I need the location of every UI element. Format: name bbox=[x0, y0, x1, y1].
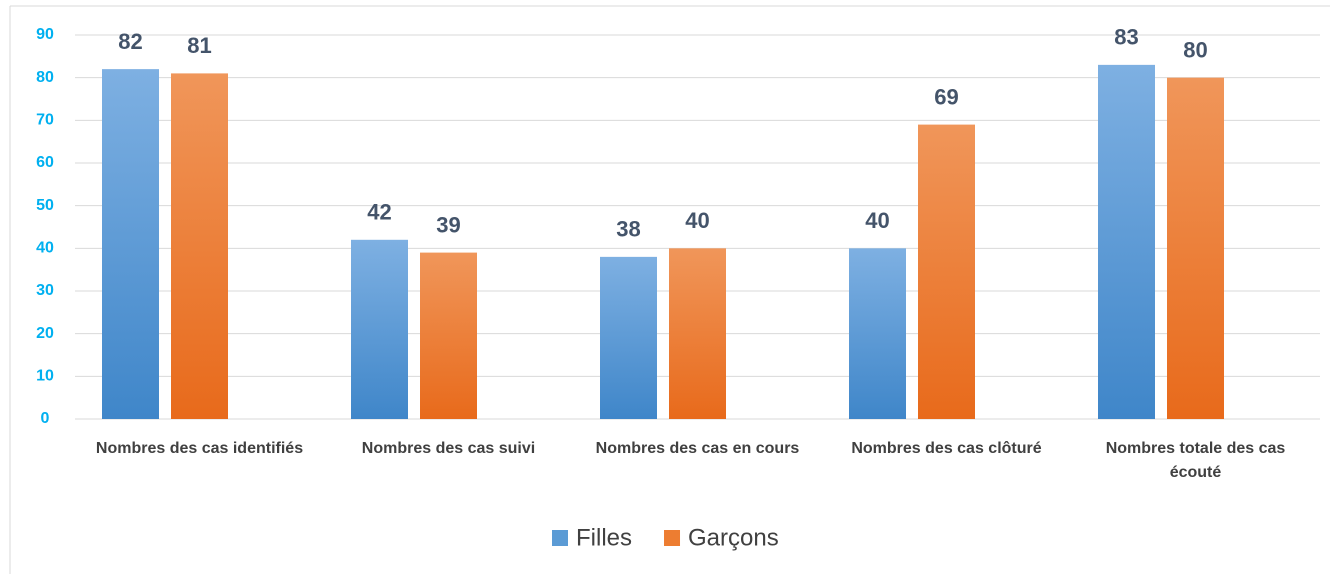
y-tick-label: 30 bbox=[36, 282, 54, 299]
legend-label: Filles bbox=[576, 524, 632, 551]
legend-swatch bbox=[552, 530, 568, 546]
data-label: 80 bbox=[1183, 37, 1207, 62]
y-tick-label: 60 bbox=[36, 154, 54, 171]
x-tick-label: Nombres totale des cas écouté bbox=[1105, 440, 1286, 481]
y-tick-label: 40 bbox=[36, 240, 54, 257]
y-tick-label: 50 bbox=[36, 197, 54, 214]
bar bbox=[1167, 77, 1224, 420]
legend-label: Garçons bbox=[688, 524, 779, 551]
data-label: 40 bbox=[685, 208, 709, 233]
data-label: 42 bbox=[367, 200, 391, 225]
x-tick-label: Nombres des cas clôturé bbox=[851, 440, 1042, 457]
y-tick-label: 70 bbox=[36, 112, 54, 129]
y-tick-label: 90 bbox=[36, 26, 54, 43]
x-tick-label: Nombres des cas identifiés bbox=[95, 440, 304, 457]
data-label: 83 bbox=[1114, 25, 1138, 50]
bar bbox=[102, 69, 159, 419]
data-label: 81 bbox=[187, 33, 211, 58]
x-tick-label: Nombres des cas en cours bbox=[595, 440, 800, 457]
bar bbox=[918, 124, 975, 419]
y-tick-label: 80 bbox=[36, 69, 54, 86]
bar bbox=[351, 239, 408, 419]
legend-swatch bbox=[664, 530, 681, 546]
data-label: 38 bbox=[616, 217, 640, 242]
data-label: 40 bbox=[865, 208, 889, 233]
bar bbox=[171, 73, 228, 420]
y-tick-label: 0 bbox=[41, 410, 50, 427]
bar bbox=[420, 252, 477, 419]
data-label: 69 bbox=[934, 84, 958, 109]
data-label: 82 bbox=[118, 29, 142, 54]
bar bbox=[669, 248, 726, 419]
y-tick-label: 20 bbox=[36, 325, 54, 342]
x-tick-label: Nombres des cas suivi bbox=[361, 440, 536, 457]
bar bbox=[849, 248, 906, 419]
bar bbox=[600, 256, 657, 419]
y-tick-label: 10 bbox=[36, 368, 54, 385]
data-label: 39 bbox=[436, 212, 460, 237]
bar bbox=[1098, 64, 1155, 419]
